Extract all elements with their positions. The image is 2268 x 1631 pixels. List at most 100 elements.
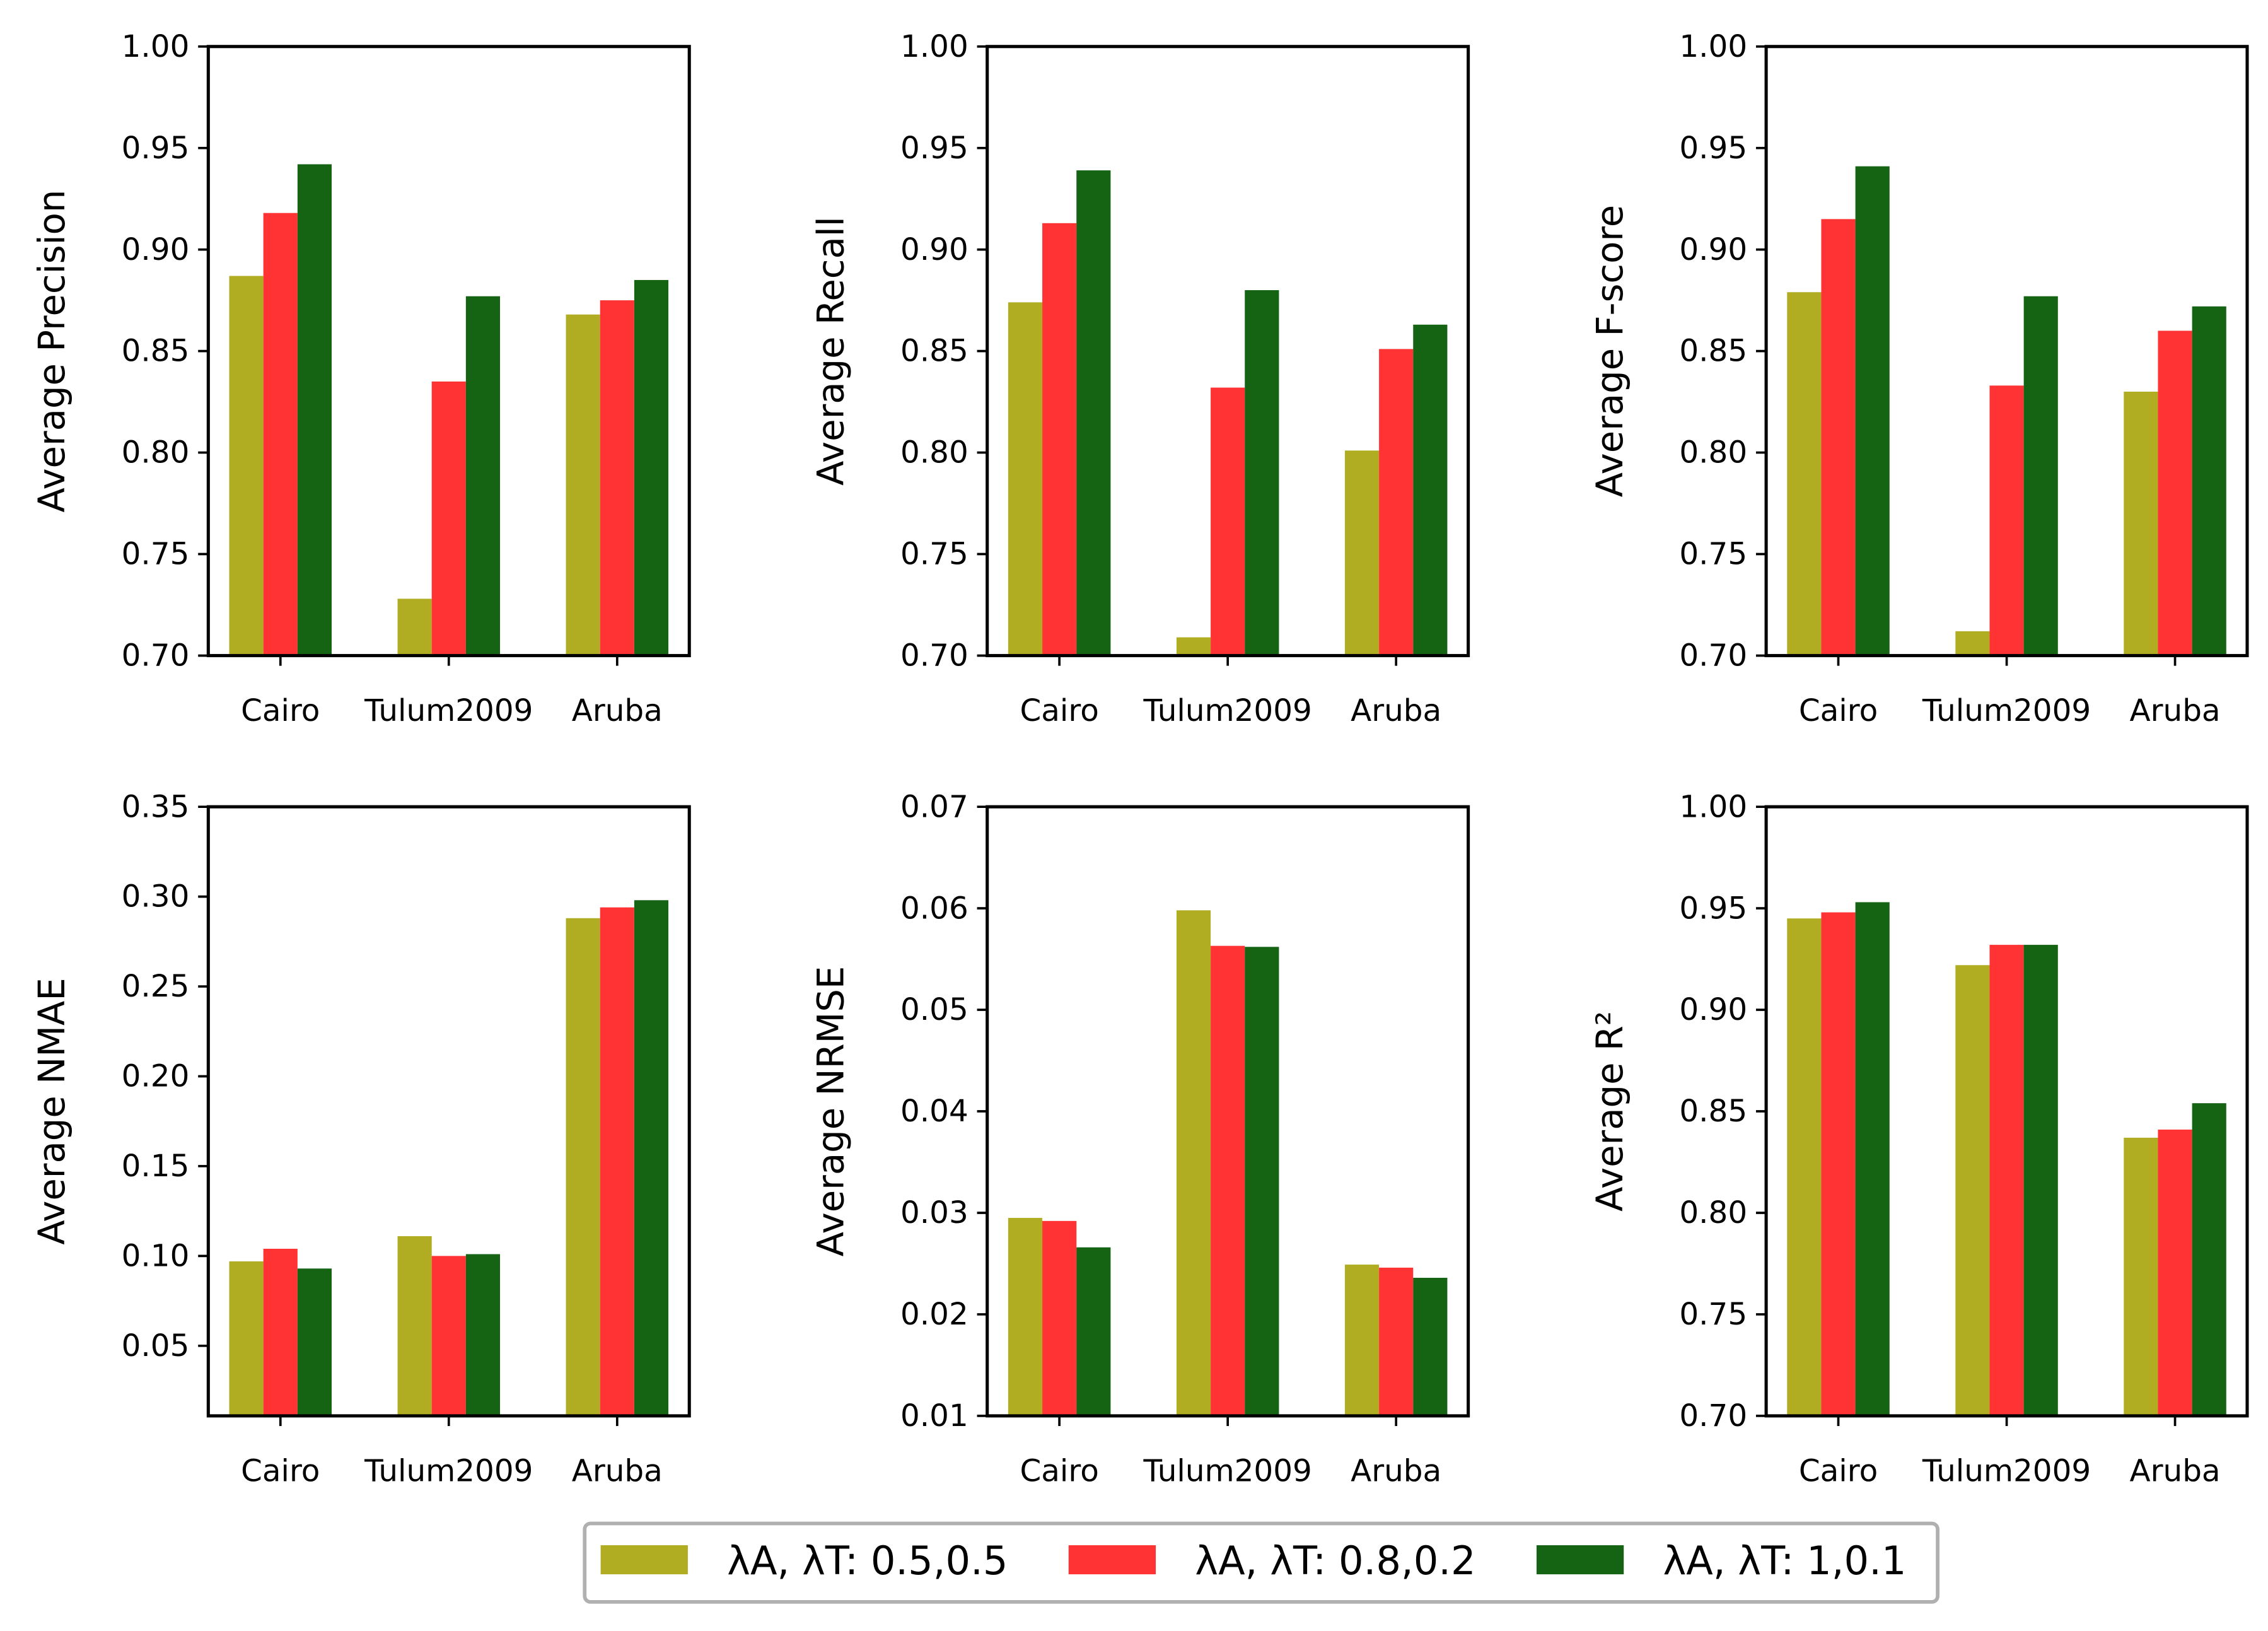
- bar-tulum2009-series-2: [1211, 945, 1245, 1416]
- bar-aruba-series-2: [1379, 349, 1414, 656]
- y-tick-label: 0.80: [1679, 435, 1747, 471]
- bar-cairo-series-1: [1008, 1218, 1043, 1416]
- subplot-average-recall: 0.70 0.75 0.80 0.85 0.90 0.95 1.00 Cairo Tulum20…: [810, 29, 1470, 728]
- bar-aruba-series-2: [600, 907, 634, 1416]
- bar-cairo-series-1: [229, 276, 264, 656]
- bar-aruba-series-1: [566, 314, 600, 656]
- y-tick-label: 0.85: [900, 334, 968, 369]
- bar-tulum2009-series-2: [431, 1256, 466, 1416]
- y-tick-label: 0.02: [900, 1297, 968, 1332]
- y-axis-label: Average Precision: [31, 190, 73, 513]
- x-tick-label: Cairo: [241, 1454, 320, 1489]
- bar-cairo-series-3: [297, 164, 332, 656]
- bar-cairo-series-2: [1042, 223, 1077, 656]
- bar-aruba-series-3: [634, 900, 669, 1416]
- y-tick-label: 0.95: [122, 131, 190, 166]
- y-tick-label: 0.05: [122, 1328, 190, 1364]
- x-tick-label: Tulum2009: [364, 693, 533, 728]
- y-axis-label: Average Recall: [810, 216, 852, 486]
- x-tick-label: Cairo: [1799, 1454, 1878, 1489]
- bar-cairo-series-1: [1787, 918, 1822, 1416]
- y-tick-label: 0.85: [1679, 334, 1747, 369]
- y-axis-label: Average F-score: [1589, 205, 1631, 498]
- bar-cairo-series-2: [263, 1248, 298, 1416]
- y-tick-label: 0.75: [900, 537, 968, 572]
- y-axis-label: Average R²: [1589, 1011, 1631, 1212]
- x-tick-label: Tulum2009: [1922, 1454, 2091, 1489]
- y-tick-label: 0.70: [1679, 638, 1747, 674]
- bar-tulum2009-series-2: [431, 381, 466, 656]
- y-tick-label: 1.00: [900, 29, 968, 64]
- bar-aruba-series-1: [566, 918, 600, 1416]
- bar-aruba-series-2: [1379, 1267, 1414, 1416]
- bar-tulum2009-series-1: [1176, 637, 1211, 656]
- bar-tulum2009-series-1: [397, 1236, 432, 1416]
- y-tick-label: 0.70: [900, 638, 968, 674]
- bar-tulum2009-series-2: [1989, 385, 2024, 656]
- bar-tulum2009-series-3: [1245, 947, 1279, 1416]
- y-tick-label: 0.04: [900, 1094, 968, 1129]
- bar-tulum2009-series-3: [465, 296, 501, 656]
- x-tick-label: Cairo: [1799, 693, 1878, 728]
- y-tick-label: 0.07: [900, 789, 968, 824]
- bar-cairo-series-2: [263, 213, 298, 656]
- bar-aruba-series-3: [1413, 324, 1448, 656]
- y-tick-label: 0.05: [900, 992, 968, 1027]
- bar-aruba-series-2: [600, 300, 634, 656]
- y-tick-label: 0.70: [122, 638, 190, 674]
- x-tick-label: Tulum2009: [1143, 693, 1312, 728]
- y-tick-label: 0.15: [122, 1149, 190, 1184]
- bar-cairo-series-2: [1821, 219, 1856, 656]
- bar-tulum2009-series-3: [1245, 290, 1279, 656]
- bar-aruba-series-1: [2124, 1137, 2158, 1416]
- x-tick-label: Aruba: [2130, 693, 2221, 728]
- bar-aruba-series-3: [2192, 1103, 2226, 1416]
- bar-aruba-series-3: [2192, 306, 2226, 656]
- bar-tulum2009-series-1: [1955, 965, 1990, 1416]
- legend-label-3: λA, λT: 1,0.1: [1663, 1538, 1906, 1584]
- x-tick-label: Aruba: [572, 1454, 663, 1489]
- legend-box: [583, 1521, 1939, 1604]
- bar-aruba-series-1: [2124, 391, 2158, 656]
- y-tick-label: 1.00: [122, 29, 190, 64]
- legend: λA, λT: 0.5,0.5 λA, λT: 0.8,0.2 λA, λT: …: [583, 1521, 1939, 1604]
- bar-cairo-series-1: [229, 1261, 264, 1416]
- x-tick-label: Cairo: [1020, 693, 1098, 728]
- bar-aruba-series-1: [1344, 1265, 1380, 1416]
- legend-swatch-3: [1536, 1545, 1624, 1575]
- y-tick-label: 0.75: [1679, 1297, 1747, 1332]
- bar-tulum2009-series-2: [1989, 945, 2024, 1416]
- bar-aruba-series-3: [634, 279, 669, 656]
- y-tick-label: 0.25: [122, 969, 190, 1004]
- y-tick-label: 0.95: [1679, 891, 1747, 926]
- bar-aruba-series-2: [2158, 330, 2192, 656]
- y-tick-label: 0.90: [1679, 232, 1747, 267]
- y-axis-label: Average NMAE: [31, 978, 73, 1245]
- y-tick-label: 0.90: [1679, 992, 1747, 1027]
- y-tick-label: 0.20: [122, 1059, 190, 1094]
- y-tick-label: 0.90: [122, 232, 190, 267]
- y-tick-label: 0.95: [1679, 131, 1747, 166]
- bar-aruba-series-3: [1413, 1277, 1448, 1416]
- y-tick-label: 0.06: [900, 891, 968, 926]
- x-tick-label: Tulum2009: [364, 1454, 533, 1489]
- bar-aruba-series-1: [1344, 450, 1380, 656]
- bar-aruba-series-2: [2158, 1130, 2192, 1416]
- legend-label-1: λA, λT: 0.5,0.5: [727, 1538, 1008, 1584]
- subplot-average-nrmse: 0.01 0.02 0.03 0.04 0.05 0.06 0.07 Cairo Tulum20…: [810, 789, 1470, 1489]
- bar-cairo-series-3: [1076, 170, 1111, 656]
- bar-cairo-series-3: [1855, 902, 1890, 1416]
- bar-cairo-series-1: [1008, 302, 1043, 656]
- y-tick-label: 0.70: [1679, 1398, 1747, 1434]
- bar-cairo-series-2: [1821, 912, 1856, 1416]
- subplot-average-f-score: 0.70 0.75 0.80 0.85 0.90 0.95 1.00 Cairo Tulum20…: [1589, 29, 2249, 728]
- y-axis-label: Average NRMSE: [810, 966, 852, 1257]
- x-tick-label: Cairo: [1020, 1454, 1098, 1489]
- y-tick-label: 1.00: [1679, 29, 1747, 64]
- y-tick-label: 0.03: [900, 1195, 968, 1231]
- x-tick-label: Aruba: [1351, 1454, 1441, 1489]
- bar-tulum2009-series-3: [465, 1254, 501, 1416]
- y-tick-label: 0.10: [122, 1238, 190, 1273]
- x-tick-label: Cairo: [241, 693, 320, 728]
